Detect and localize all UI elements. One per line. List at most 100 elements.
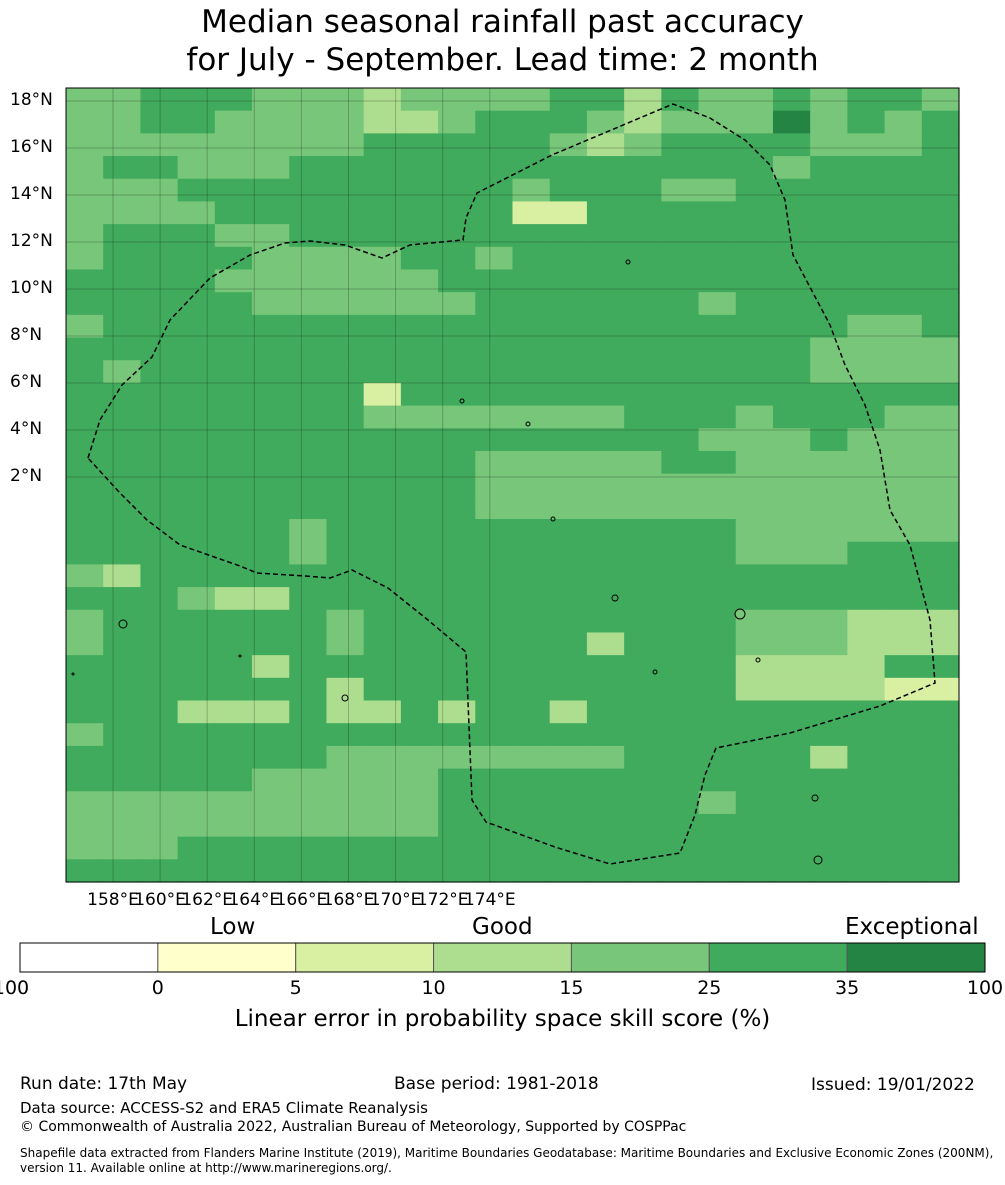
skill-cell: [810, 677, 848, 702]
skill-cell: [624, 405, 662, 429]
skill-cell: [549, 813, 588, 838]
skill-cell: [661, 292, 700, 316]
skill-cell: [214, 473, 253, 497]
skill-cell: [810, 655, 848, 679]
skill-cell: [810, 133, 848, 157]
skill-cell: [661, 587, 700, 611]
skill-cell: [400, 178, 439, 203]
skill-cell: [624, 133, 662, 157]
skill-cell: [438, 768, 476, 792]
skill-cell: [661, 791, 700, 815]
skill-cell: [177, 813, 216, 838]
skill-cell: [847, 632, 886, 656]
skill-cell: [400, 768, 439, 792]
skill-cell: [289, 450, 328, 475]
skill-cell: [549, 337, 588, 361]
skill-cell: [549, 473, 588, 497]
skill-cell: [624, 201, 662, 225]
skill-cell: [177, 314, 216, 339]
skill-cell: [884, 655, 923, 679]
skill-cell: [586, 382, 625, 407]
skill-cell: [735, 269, 774, 293]
skill-cell: [289, 519, 328, 543]
skill-cell: [810, 405, 848, 429]
skill-cell: [289, 428, 328, 452]
skill-cell: [884, 700, 923, 724]
island-outline: [811, 794, 819, 802]
skill-cell: [549, 224, 588, 248]
skill-cell: [140, 224, 179, 248]
skill-cell: [698, 201, 737, 225]
skill-cell: [549, 587, 588, 611]
skill-cell: [103, 519, 142, 543]
skill-cell: [177, 224, 216, 248]
skill-cell: [103, 677, 142, 702]
skill-cell: [326, 632, 365, 656]
skill-cell: [735, 859, 774, 883]
skill-cell: [586, 201, 625, 225]
skill-cell: [66, 450, 104, 475]
skill-cell: [177, 609, 216, 634]
skill-cell: [289, 677, 328, 702]
skill-cell: [735, 405, 774, 429]
skill-cell: [586, 564, 625, 588]
skill-cell: [326, 382, 365, 407]
skill-cell: [66, 314, 104, 339]
skill-cell: [326, 836, 365, 860]
skill-cell: [289, 836, 328, 860]
skill-cell: [884, 632, 923, 656]
skill-cell: [214, 156, 253, 180]
skill-cell: [921, 269, 960, 293]
skill-cell: [772, 564, 811, 588]
skill-cell: [661, 201, 700, 225]
skill-cell: [103, 541, 142, 565]
skill-cell: [140, 836, 179, 860]
skill-cell: [847, 541, 886, 565]
skill-cell: [810, 88, 848, 112]
skill-cell: [66, 791, 104, 815]
skill-cell: [735, 292, 774, 316]
skill-cell: [326, 564, 365, 588]
skill-cell: [66, 609, 104, 634]
skill-cell: [438, 473, 476, 497]
colorbar-tick-label: 100: [966, 977, 1004, 999]
colorbar-tick-label: 15: [559, 977, 584, 999]
skill-cell: [140, 201, 179, 225]
skill-cell: [400, 564, 439, 588]
legend-category-good: Good: [472, 914, 533, 940]
skill-cell: [586, 587, 625, 611]
skill-cell: [177, 156, 216, 180]
skill-cell: [624, 859, 662, 883]
skill-cell: [772, 382, 811, 407]
skill-cell: [326, 791, 365, 815]
longitude-label: 162°E: [181, 890, 234, 910]
skill-cell: [326, 745, 365, 770]
skill-cell: [363, 156, 402, 180]
skill-cell: [438, 609, 476, 634]
skill-cell: [438, 201, 476, 225]
skill-cell: [698, 813, 737, 838]
skill-cell: [400, 541, 439, 565]
skill-cell: [214, 587, 253, 611]
skill-cell: [438, 655, 476, 679]
skill-cell: [884, 813, 923, 838]
skill-cell: [177, 428, 216, 452]
island-outline: [550, 516, 556, 522]
skill-cell: [66, 564, 104, 588]
skill-cell: [252, 677, 290, 702]
skill-cell: [140, 450, 179, 475]
skill-cell: [698, 677, 737, 702]
skill-cell: [549, 632, 588, 656]
skill-cell: [326, 813, 365, 838]
skill-cell: [512, 360, 551, 384]
skill-cell: [214, 246, 253, 271]
skill-cell: [810, 632, 848, 656]
skill-cell: [475, 246, 514, 271]
skill-cell: [847, 450, 886, 475]
skill-cell: [661, 564, 700, 588]
island-outline: [459, 398, 465, 404]
skill-cell: [921, 791, 960, 815]
skill-cell: [252, 110, 290, 134]
skill-cell: [214, 133, 253, 157]
skill-cell: [214, 201, 253, 225]
